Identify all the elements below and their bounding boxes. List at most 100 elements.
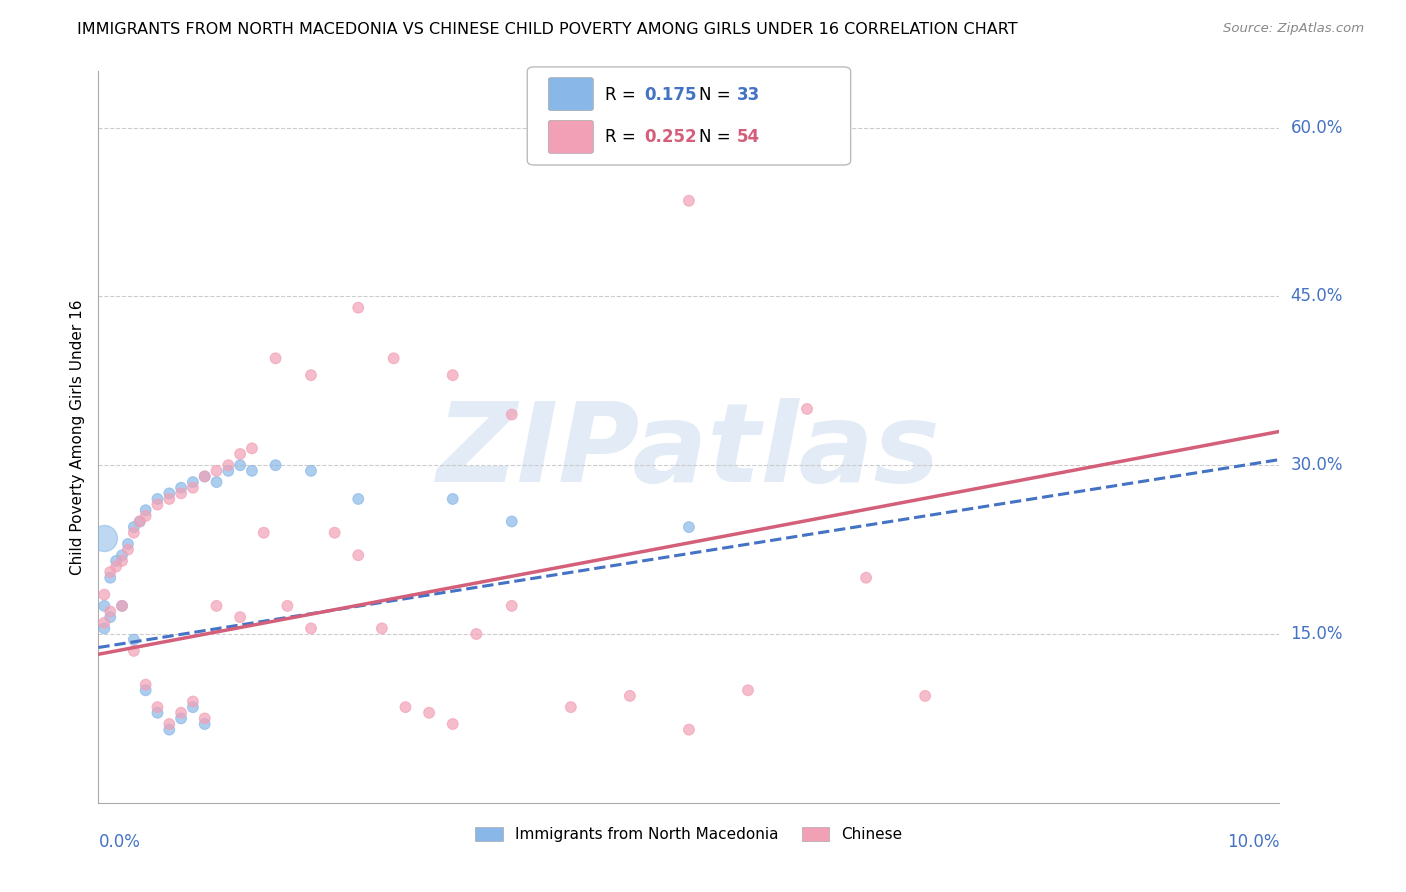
- Point: [229, 610, 252, 624]
- Point: [194, 469, 217, 483]
- Text: Source: ZipAtlas.com: Source: ZipAtlas.com: [1223, 22, 1364, 36]
- Point: [135, 678, 157, 692]
- Point: [122, 525, 145, 540]
- Point: [394, 700, 416, 714]
- Point: [170, 706, 193, 720]
- Point: [135, 683, 157, 698]
- Point: [146, 706, 169, 720]
- Point: [441, 368, 464, 383]
- Point: [194, 711, 217, 725]
- Point: [170, 481, 193, 495]
- Point: [465, 627, 488, 641]
- Point: [217, 464, 239, 478]
- Point: [93, 599, 115, 613]
- Point: [93, 532, 115, 546]
- Point: [194, 469, 217, 483]
- Point: [181, 481, 204, 495]
- Point: [299, 464, 322, 478]
- Legend: Immigrants from North Macedonia, Chinese: Immigrants from North Macedonia, Chinese: [468, 820, 910, 850]
- Point: [93, 621, 115, 635]
- Point: [181, 694, 204, 708]
- Point: [122, 520, 145, 534]
- Text: 0.252: 0.252: [644, 128, 696, 146]
- Point: [229, 458, 252, 473]
- Text: 15.0%: 15.0%: [1291, 625, 1343, 643]
- Point: [678, 520, 700, 534]
- Point: [157, 717, 180, 731]
- Point: [678, 723, 700, 737]
- Point: [93, 615, 115, 630]
- Point: [796, 401, 818, 416]
- Point: [93, 588, 115, 602]
- Text: 33: 33: [737, 86, 761, 103]
- Point: [122, 632, 145, 647]
- Text: R =: R =: [605, 128, 641, 146]
- Point: [146, 491, 169, 506]
- Point: [737, 683, 759, 698]
- Text: 10.0%: 10.0%: [1227, 833, 1279, 851]
- Point: [170, 486, 193, 500]
- Point: [229, 447, 252, 461]
- Point: [146, 700, 169, 714]
- Point: [560, 700, 582, 714]
- Point: [122, 644, 145, 658]
- Text: 0.175: 0.175: [644, 86, 696, 103]
- Point: [371, 621, 394, 635]
- Point: [347, 301, 370, 315]
- Point: [111, 599, 134, 613]
- Point: [205, 464, 228, 478]
- Point: [217, 458, 239, 473]
- Point: [111, 554, 134, 568]
- Point: [418, 706, 440, 720]
- Point: [135, 503, 157, 517]
- Point: [264, 458, 287, 473]
- Point: [117, 537, 139, 551]
- Point: [501, 515, 523, 529]
- Point: [501, 599, 523, 613]
- Point: [157, 486, 180, 500]
- Point: [678, 194, 700, 208]
- Point: [240, 442, 263, 456]
- Point: [170, 711, 193, 725]
- Point: [253, 525, 276, 540]
- Point: [111, 548, 134, 562]
- Text: 0.0%: 0.0%: [98, 833, 141, 851]
- Point: [914, 689, 936, 703]
- Point: [194, 717, 217, 731]
- Text: 54: 54: [737, 128, 759, 146]
- Point: [855, 571, 877, 585]
- Point: [299, 368, 322, 383]
- Point: [181, 475, 204, 489]
- Point: [441, 491, 464, 506]
- Point: [98, 610, 121, 624]
- Text: ZIPatlas: ZIPatlas: [437, 398, 941, 505]
- Text: IMMIGRANTS FROM NORTH MACEDONIA VS CHINESE CHILD POVERTY AMONG GIRLS UNDER 16 CO: IMMIGRANTS FROM NORTH MACEDONIA VS CHINE…: [77, 22, 1018, 37]
- Point: [117, 542, 139, 557]
- Point: [128, 515, 150, 529]
- Text: 30.0%: 30.0%: [1291, 456, 1343, 475]
- Point: [501, 408, 523, 422]
- Point: [441, 717, 464, 731]
- Text: 45.0%: 45.0%: [1291, 287, 1343, 305]
- Point: [128, 515, 150, 529]
- Point: [240, 464, 263, 478]
- Point: [157, 491, 180, 506]
- Point: [105, 559, 128, 574]
- Point: [382, 351, 405, 366]
- Point: [323, 525, 346, 540]
- Point: [135, 508, 157, 523]
- Point: [105, 554, 128, 568]
- Point: [299, 621, 322, 635]
- Point: [347, 491, 370, 506]
- Text: N =: N =: [699, 86, 735, 103]
- Point: [111, 599, 134, 613]
- Text: 60.0%: 60.0%: [1291, 119, 1343, 136]
- Point: [264, 351, 287, 366]
- Point: [205, 475, 228, 489]
- Point: [98, 565, 121, 579]
- Point: [146, 498, 169, 512]
- Point: [98, 605, 121, 619]
- Point: [205, 599, 228, 613]
- Point: [181, 700, 204, 714]
- Point: [276, 599, 298, 613]
